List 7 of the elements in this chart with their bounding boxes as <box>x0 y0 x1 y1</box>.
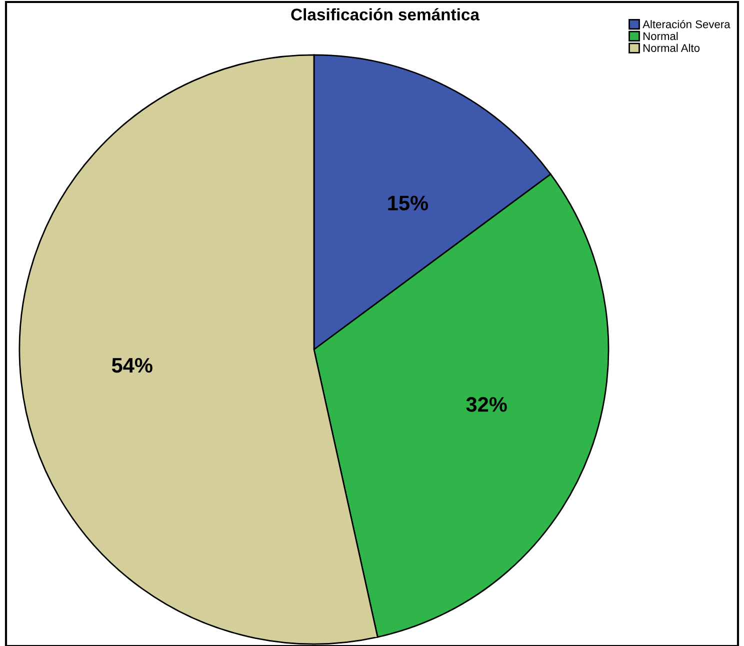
data-label: 54% <box>112 358 152 373</box>
data-label: 15% <box>388 196 428 210</box>
data-label: 32% <box>466 397 507 412</box>
legend-label: Normal <box>643 32 678 40</box>
legend-label: Normal Alto <box>643 44 700 52</box>
legend-label: Alteración Severa <box>642 20 730 28</box>
chart-title: Clasificación semántica <box>291 8 480 20</box>
